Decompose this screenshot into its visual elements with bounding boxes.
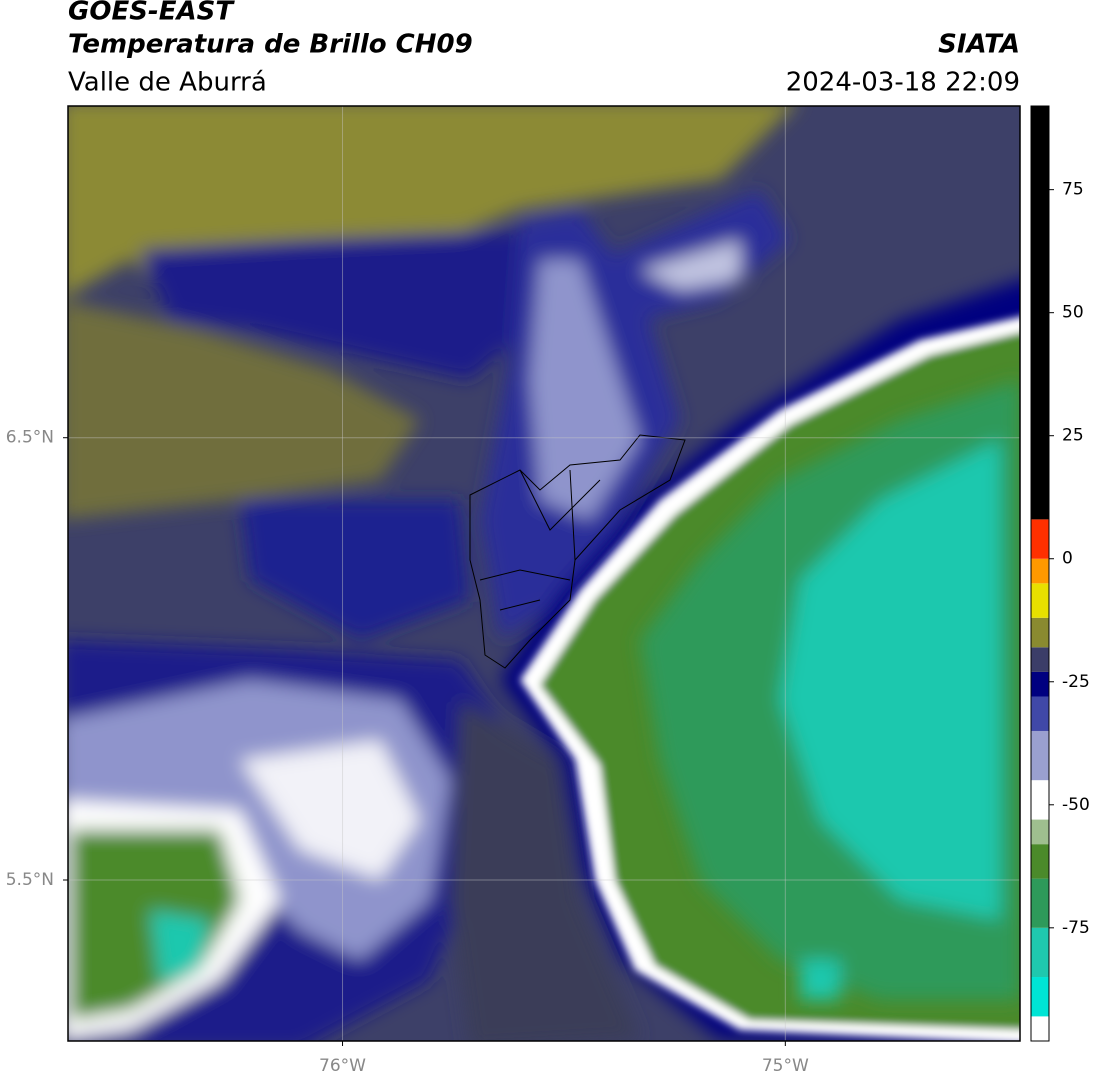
timestamp: 2024-03-18 22:09 — [786, 68, 1020, 98]
colorbar-segment — [1031, 617, 1049, 648]
colorbar-tick-label: 50 — [1062, 303, 1084, 323]
colorbar-segment — [1031, 1016, 1049, 1041]
colorbar-segment — [1031, 780, 1049, 820]
source: SIATA — [938, 30, 1020, 60]
grid: 6.5°N 5.5°N 76°W 75°W — [6, 106, 1020, 1076]
region: Valle de Aburrá — [68, 68, 267, 98]
colorbar-tick-label: 75 — [1062, 180, 1084, 200]
colorbar: 75 50 25 0 -25 -50 -75 — [1030, 105, 1090, 1042]
colorbar-segment — [1031, 106, 1049, 520]
municipal-boundaries — [469, 434, 686, 669]
lat-tick-label: 6.5°N — [6, 428, 54, 448]
colorbar-segment — [1031, 671, 1049, 697]
colorbar-segment — [1031, 647, 1049, 672]
lon-tick-label: 76°W — [319, 1056, 366, 1076]
colorbar-segment — [1031, 583, 1049, 618]
lon-tick-label: 75°W — [762, 1056, 809, 1076]
colorbar-tick-label: 0 — [1062, 549, 1073, 569]
colorbar-segment — [1031, 519, 1049, 559]
colorbar-segment — [1031, 844, 1049, 879]
colorbar-segment — [1031, 696, 1049, 731]
colorbar-frame — [1030, 105, 1050, 1042]
map-frame — [67, 105, 1021, 1042]
colorbar-tick-label: -50 — [1062, 795, 1090, 815]
subtitle: Temperatura de Brillo CH09 — [68, 30, 473, 60]
colorbar-segment — [1031, 977, 1049, 1017]
colorbar-segment — [1031, 927, 1049, 978]
map-image — [68, 106, 1020, 1041]
colorbar-segment — [1031, 878, 1049, 928]
colorbar-tick-label: 25 — [1062, 426, 1084, 446]
colorbar-segment — [1031, 819, 1049, 845]
colorbar-tick-label: -75 — [1062, 918, 1090, 938]
colorbar-segment — [1031, 558, 1049, 584]
lat-tick-label: 5.5°N — [6, 870, 54, 890]
title: GOES-EAST — [68, 0, 235, 27]
colorbar-tick-label: -25 — [1062, 672, 1090, 692]
colorbar-segment — [1031, 730, 1049, 781]
